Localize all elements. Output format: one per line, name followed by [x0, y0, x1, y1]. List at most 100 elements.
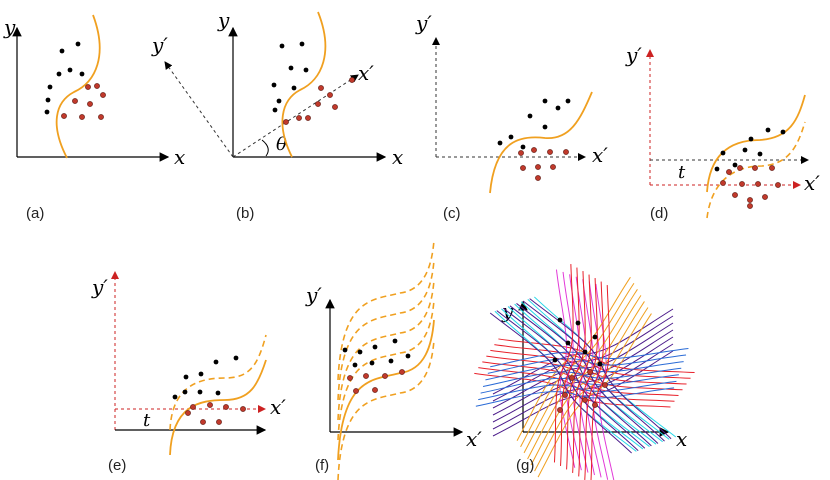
red-sample-point	[61, 113, 67, 119]
red-sample-point	[747, 197, 753, 203]
decision-curve	[337, 319, 435, 461]
rotated-translated-curve	[498, 338, 695, 374]
black-sample-point	[720, 150, 726, 156]
panel-label-g: (g)	[516, 457, 534, 474]
points-b	[271, 41, 355, 125]
red-sample-point	[720, 180, 726, 186]
black-sample-point	[342, 347, 348, 353]
black-sample-point	[44, 109, 50, 115]
black-sample-point	[714, 166, 720, 172]
black-sample-point	[303, 67, 309, 73]
black-sample-point	[79, 71, 85, 77]
shifted-decision-curve	[337, 239, 435, 381]
rotated-y-axis-label: y′	[151, 33, 168, 57]
black-sample-point	[75, 41, 81, 47]
x-prime-label: x′	[270, 395, 286, 419]
red-sample-point	[72, 98, 78, 104]
rotated-curve-family-g	[474, 264, 695, 480]
rotated-translated-curve	[474, 372, 671, 408]
x-prime-label: x′	[592, 143, 608, 167]
red-sample-point	[305, 115, 311, 121]
y-axis-label: y	[217, 8, 230, 32]
black-sample-point	[198, 371, 204, 377]
theta-label: θ	[276, 134, 287, 155]
y-prime-label: y′	[305, 283, 322, 307]
shifted-decision-curve	[169, 334, 267, 431]
decision-curve	[55, 14, 101, 159]
red-sample-point	[535, 164, 541, 170]
panel-label-b: (b)	[236, 205, 254, 222]
black-sample-point	[47, 84, 53, 90]
red-sample-point	[732, 192, 738, 198]
red-sample-point	[240, 406, 246, 412]
red-sample-point	[185, 410, 191, 416]
red-sample-point	[550, 164, 556, 170]
black-sample-point	[392, 338, 398, 344]
red-sample-point	[737, 165, 743, 171]
black-sample-point	[527, 113, 533, 119]
red-sample-point	[347, 375, 353, 381]
panel-label-d: (d)	[650, 205, 668, 222]
black-sample-point	[780, 129, 786, 135]
panel-f: y′ x′ (f)	[305, 239, 482, 480]
black-sample-point	[172, 394, 178, 400]
panel-a: y x (a)	[3, 14, 185, 222]
black-sample-point	[542, 98, 548, 104]
red-sample-point	[747, 203, 753, 209]
black-sample-point	[213, 359, 219, 365]
red-sample-point	[200, 419, 206, 425]
red-sample-point	[87, 101, 93, 107]
red-sample-point	[85, 84, 91, 90]
red-sample-point	[318, 85, 324, 91]
shifted-decision-curve	[337, 279, 435, 421]
shifted-decision-curve	[337, 259, 435, 401]
black-sample-point	[215, 390, 221, 396]
red-sample-point	[531, 147, 537, 153]
rotated-translated-curve	[480, 374, 679, 394]
black-sample-point	[592, 334, 598, 340]
red-sample-point	[602, 382, 608, 388]
black-sample-point	[557, 317, 563, 323]
rotated-translated-curve	[553, 264, 574, 463]
red-sample-point	[372, 387, 378, 393]
red-sample-point	[216, 419, 222, 425]
x-axis-label: x	[676, 427, 687, 451]
rotated-translated-curve	[478, 380, 677, 401]
red-sample-point	[769, 165, 775, 171]
panel-label-a: (a)	[26, 205, 44, 222]
red-sample-point	[79, 114, 85, 120]
decision-curve	[281, 11, 327, 158]
red-sample-point	[332, 104, 338, 110]
shifted-decision-curve	[337, 299, 435, 441]
black-sample-point	[582, 349, 588, 355]
red-sample-point	[562, 392, 568, 398]
rotated-translated-curve	[572, 274, 592, 473]
red-sample-point	[363, 373, 369, 379]
translation-label: t	[678, 162, 686, 183]
black-sample-point	[597, 361, 603, 367]
rotated-translated-curve	[534, 307, 649, 472]
rotated-y-axis	[164, 61, 234, 158]
red-sample-point	[382, 373, 388, 379]
x-axis-label: x	[392, 145, 403, 169]
shifted-decision-curve	[706, 121, 806, 219]
panel-g: y x (g)	[474, 264, 695, 480]
black-sample-point	[565, 340, 571, 346]
black-sample-point	[765, 127, 771, 133]
rotated-translated-curve	[478, 367, 675, 402]
black-sample-point	[45, 97, 51, 103]
rotated-x-axis	[232, 74, 359, 158]
black-sample-point	[59, 48, 65, 54]
black-sample-point	[542, 124, 548, 130]
red-sample-point	[399, 369, 405, 375]
red-sample-point	[752, 165, 758, 171]
rotated-translated-curve	[560, 267, 580, 466]
red-sample-point	[726, 169, 732, 175]
red-sample-point	[518, 150, 524, 156]
rotated-translated-curve	[494, 344, 691, 379]
black-sample-point	[276, 98, 282, 104]
red-sample-point	[283, 119, 289, 125]
rotated-translated-curve	[590, 285, 611, 480]
black-sample-point	[575, 320, 581, 326]
red-sample-point	[315, 101, 321, 107]
